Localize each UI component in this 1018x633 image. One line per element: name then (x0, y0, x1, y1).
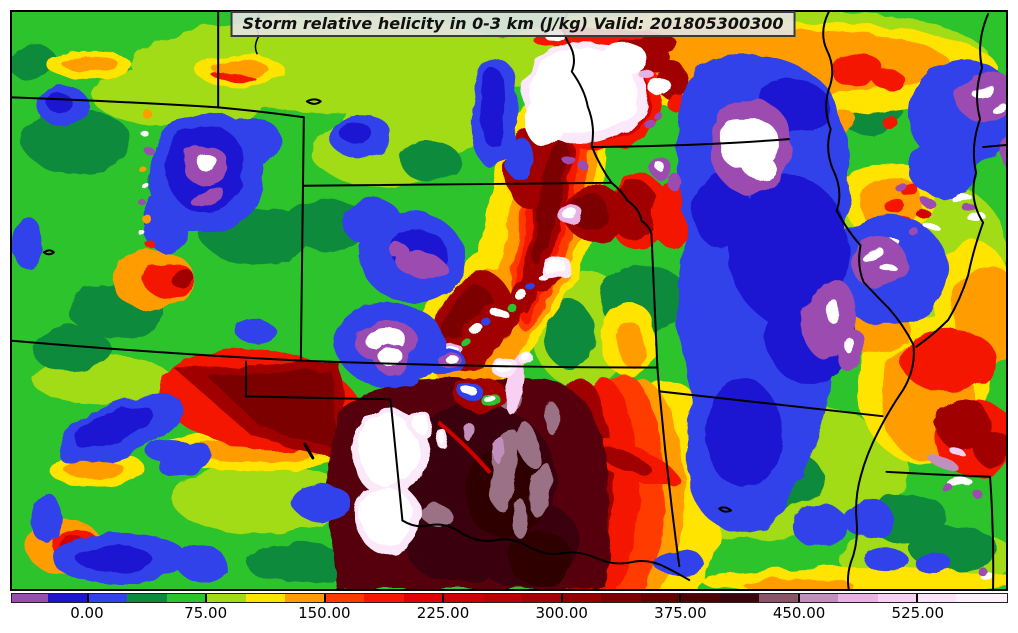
colorbar-tick-label: 150.00 (298, 604, 351, 622)
colorbar-tick (915, 594, 918, 602)
colorbar-tick-label: 225.00 (416, 604, 470, 622)
colorbar-tick-label: 525.00 (891, 604, 945, 622)
colorbar-segment (206, 594, 246, 602)
colorbar-tick (797, 594, 800, 602)
colorbar-tick-label: 300.00 (535, 604, 588, 622)
lake-panhandle (303, 442, 315, 460)
colorbar-segment (561, 594, 602, 602)
state-borders (12, 12, 1006, 589)
colorbar-tick (86, 594, 89, 602)
map-title-text: Storm relative helicity in 0-3 km (J/kg)… (242, 14, 784, 33)
colorbar-segment (798, 594, 839, 602)
colorbar-tick (442, 594, 445, 602)
colorbar-segment (877, 594, 917, 602)
border-missouri-arkansas (658, 390, 884, 418)
border-illinois-river (915, 12, 990, 348)
colorbar-segment (324, 594, 365, 602)
border-nebraska-kansas (302, 181, 613, 187)
colorbar-segment (245, 594, 286, 602)
map-title: Storm relative helicity in 0-3 km (J/kg)… (230, 11, 796, 37)
border-tennessee (885, 470, 995, 589)
lake-eufaula (718, 506, 733, 513)
colorbar-tick-label: 75.00 (184, 604, 228, 622)
border-red-river (401, 519, 691, 582)
border-colorado-east (217, 106, 305, 362)
border-oklahoma-arkansas (656, 366, 681, 568)
colorbar-tick (560, 594, 563, 602)
colorbar-tick-label: 0.00 (70, 604, 104, 622)
colorbar-segment (482, 594, 523, 602)
colorbar-tick (679, 594, 682, 602)
border-37n (12, 339, 659, 369)
colorbar-tick (205, 594, 208, 602)
lake-west (42, 249, 55, 256)
colorbar-tick-label: 375.00 (654, 604, 707, 622)
border-mississippi-river (822, 12, 915, 589)
colorbar (11, 593, 1008, 603)
colorbar-segment (956, 594, 1008, 602)
colorbar-segment (640, 594, 681, 602)
colorbar-segment (522, 594, 562, 602)
helicity-map (10, 10, 1008, 591)
colorbar-segment (166, 594, 207, 602)
colorbar-segment (87, 594, 128, 602)
colorbar-segment (48, 594, 88, 602)
border-fragment-east (982, 143, 1006, 149)
border-iowa-missouri (590, 138, 790, 149)
colorbar-segment (285, 594, 325, 602)
border-wyoming (12, 12, 220, 109)
colorbar-tick (323, 594, 326, 602)
colorbar-segment (403, 594, 444, 602)
colorbar-segment (916, 594, 957, 602)
colorbar-tick-label: 450.00 (772, 604, 826, 622)
colorbar-segment (838, 594, 878, 602)
colorbar-segment (364, 594, 404, 602)
colorbar-segment (601, 594, 641, 602)
colorbar-segment (680, 594, 720, 602)
colorbar-segment (12, 594, 49, 602)
colorbar-segment (443, 594, 483, 602)
colorbar-segment (719, 594, 760, 602)
lake-mcconaughy (305, 98, 322, 105)
colorbar-segment (759, 594, 799, 602)
colorbar-segment (127, 594, 167, 602)
border-oklahoma-panhandle (245, 360, 404, 522)
helicity-field-plot (12, 12, 1006, 589)
colorbar-labels: 0.00 75.00 150.00 225.00 300.00 375.00 450.00 5… (11, 604, 1008, 626)
